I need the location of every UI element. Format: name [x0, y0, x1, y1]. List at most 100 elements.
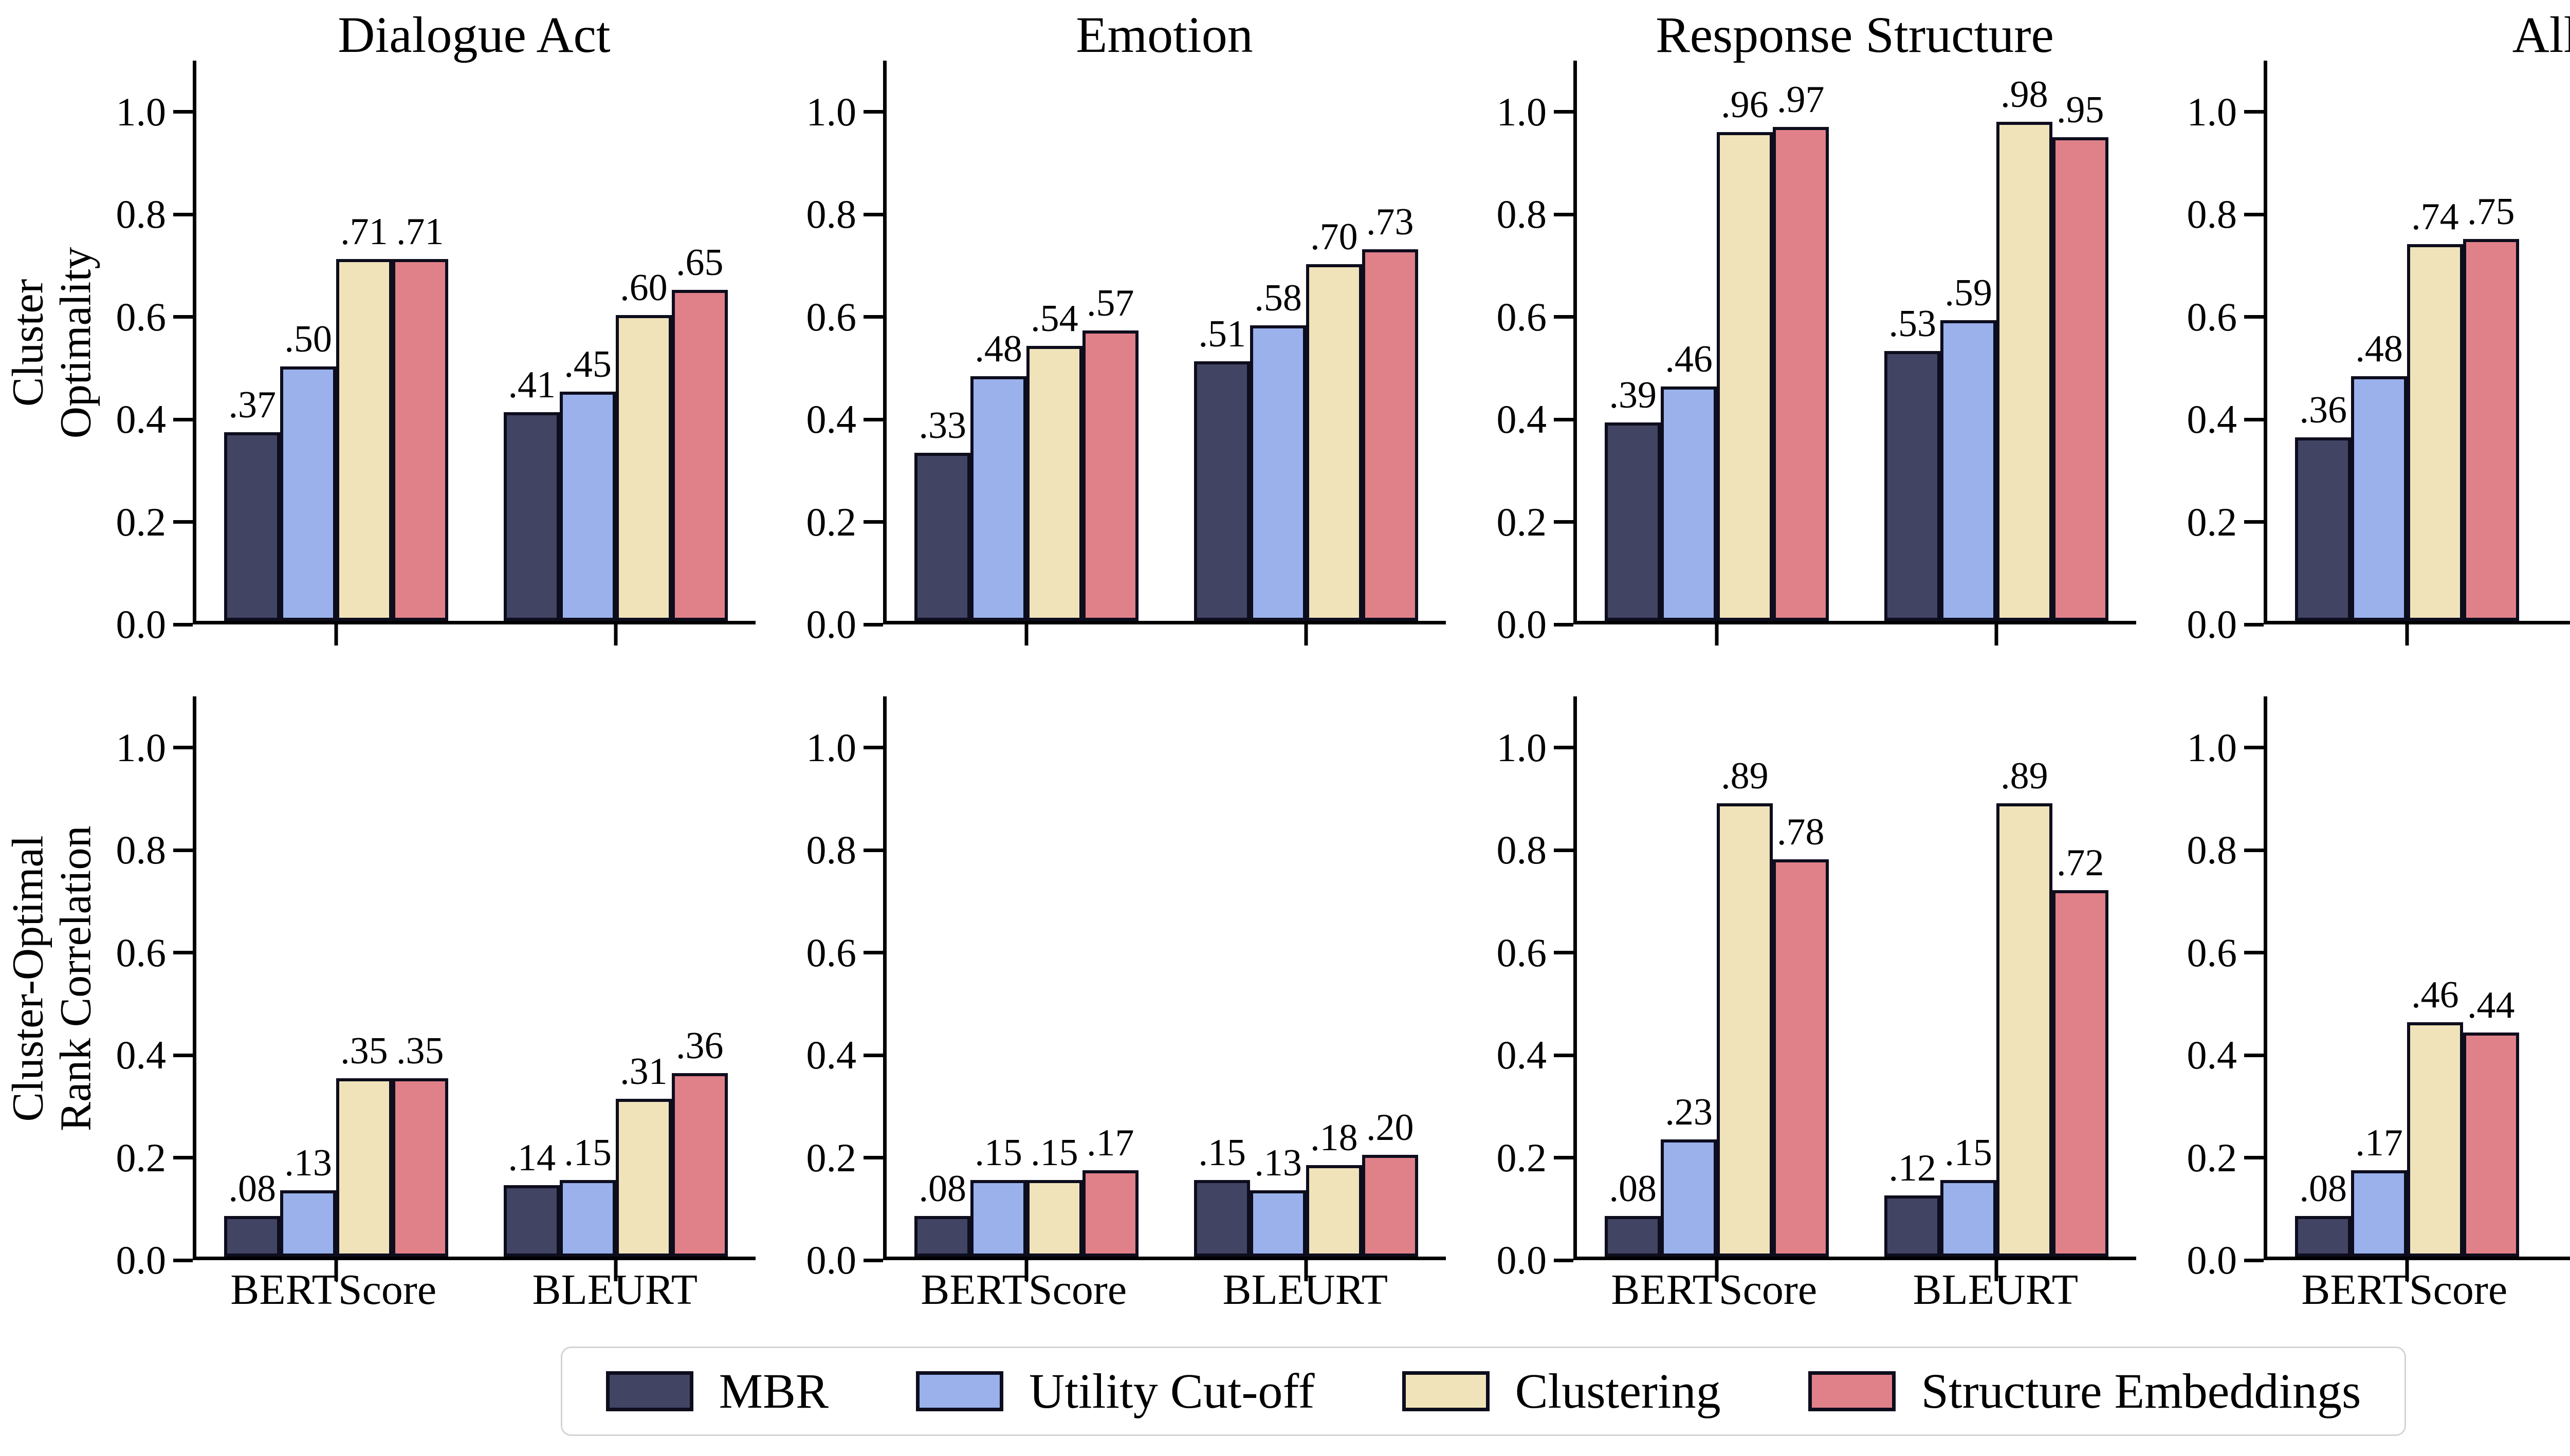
bar-value-label: .98 [2000, 73, 2048, 116]
y-tick-mark [864, 622, 883, 626]
legend-item-mbr: MBR [605, 1366, 829, 1416]
y-tick-mark [1554, 110, 1573, 114]
y-tick-mark [864, 110, 883, 114]
y-axis-ticks: 0.0 0.2 0.4 0.6 0.8 1.0 [793, 61, 883, 644]
x-tick-label-bleurt: BLEURT [1222, 1266, 1388, 1314]
y-axis-label-line: Cluster-Optimal [3, 835, 52, 1122]
y-tick-mark [2244, 212, 2264, 216]
plot-area: .33.48.54.57 .51.58.70.73 [883, 61, 1446, 646]
y-axis-ticks: 0.0 0.2 0.4 0.6 0.8 1.0 [2174, 61, 2264, 644]
bar-value-label: .35 [396, 1030, 444, 1073]
axes: 0.0 0.2 0.4 0.6 0.8 1.0.08.15.15.17.15.13.18.… [793, 696, 1483, 1281]
bar-value-label: .74 [2411, 195, 2459, 238]
bar-utility-cut-off [970, 376, 1026, 621]
y-tick-label: 0.2 [116, 1135, 167, 1180]
x-tick [1994, 621, 1998, 646]
bar-value-label: .36 [2299, 389, 2347, 432]
bar-value-label: .33 [919, 404, 967, 447]
y-tick-mark [864, 951, 883, 955]
y-tick-label: 0.6 [2187, 294, 2237, 339]
y-tick-label: 0.8 [116, 827, 167, 873]
subplot-response-structure-row0: Response Structure 0.0 0.2 0.4 0.6 0.8 1.0 .39.… [1483, 0, 2174, 646]
y-tick-mark [1554, 951, 1573, 955]
bar-utility-cut-off [1940, 1180, 1996, 1257]
y-tick-label: 0.2 [116, 499, 167, 544]
bar-value-label: .08 [228, 1167, 277, 1210]
y-tick: 1.0 [2187, 727, 2264, 768]
bar-clustering [1306, 1165, 1362, 1257]
bar-value-label: .20 [1366, 1106, 1414, 1149]
y-tick-label: 0.6 [1496, 930, 1547, 975]
bar-mbr [914, 1215, 971, 1257]
x-tick [2405, 621, 2409, 646]
y-tick-mark [864, 212, 883, 216]
bar-value-label: .78 [1776, 811, 1825, 854]
bar-clustering [1306, 264, 1362, 621]
y-tick-mark [2244, 1258, 2264, 1262]
bar-mbr [1605, 1215, 1661, 1257]
bar-mbr [1884, 1195, 1941, 1257]
y-axis-label-line: Cluster [3, 279, 52, 407]
bar-value-label: .71 [340, 211, 388, 253]
y-tick-mark [2244, 848, 2264, 852]
subplot-title: Emotion [1076, 6, 1253, 63]
bar-value-label: .36 [675, 1025, 724, 1067]
y-tick: 0.2 [2187, 502, 2264, 542]
x-tick [2405, 1257, 2409, 1281]
row-label-wrap-cluster-optimality: Cluster Optimality [0, 0, 103, 624]
plot-row-bottom: 0.0 0.2 0.4 0.6 0.8 1.0.08.13.35.35.14.15.31.… [103, 696, 2570, 1326]
y-tick: 0.2 [116, 502, 193, 542]
plots-area: Dialogue Act 0.0 0.2 0.4 0.6 0.8 1.0 .37.50 .71.… [103, 0, 2570, 1456]
bar-clustering [336, 1078, 392, 1257]
y-tick-label: 0.6 [116, 930, 167, 975]
y-tick: 0.4 [1496, 397, 1573, 442]
y-tick: 1.0 [1497, 727, 1573, 768]
bar-value-label: .57 [1086, 282, 1134, 325]
y-tick-label: 1.0 [806, 725, 857, 770]
bar-clustering [1717, 132, 1773, 621]
y-tick-mark [2244, 417, 2264, 421]
y-tick-label: 0.0 [2187, 1238, 2237, 1282]
bar-value-label: .23 [1665, 1091, 1713, 1134]
bar-structure-embeddings [671, 289, 728, 621]
legend-swatch-utility-cut-off [916, 1371, 1004, 1411]
y-tick: 0.8 [1497, 830, 1573, 870]
y-tick-label: 0.4 [116, 397, 167, 442]
y-tick-label: 0.0 [806, 1238, 857, 1282]
y-tick: 0.4 [806, 1035, 883, 1075]
plot-area: .08.23.89.78.12.15.89.72 [1573, 696, 2136, 1281]
x-tick-label-bertscore: BERTScore [2301, 1266, 2508, 1314]
y-tick: 1.0 [116, 91, 193, 132]
x-tick [1024, 621, 1029, 646]
y-tick-label: 0.4 [2187, 1033, 2237, 1078]
y-tick-mark [173, 212, 193, 216]
y-tick-label: 0.0 [1496, 602, 1547, 647]
x-axis-labels: BERTScore BLEURT [193, 1260, 756, 1326]
plot-area: .37.50 .71.71 .41.45.60.65 [193, 61, 756, 646]
bar-utility-cut-off [280, 1190, 336, 1257]
bar-utility-cut-off [2351, 376, 2407, 621]
y-tick: 0.6 [2187, 297, 2264, 337]
legend-row: MBR Utility Cut-off Clustering Structure Em… [103, 1326, 2570, 1456]
bar-value-label: .48 [975, 328, 1022, 371]
bar-structure-embeddings [1772, 859, 1829, 1257]
axes: 0.00.20.40.60.81.0.36.48.74.75.48.54.76.… [2174, 61, 2570, 646]
y-tick-label: 0.4 [806, 397, 857, 442]
y-tick-label: 0.6 [1496, 294, 1547, 339]
y-tick-label: 0.4 [1496, 397, 1547, 442]
y-tick-label: 0.6 [2187, 930, 2237, 975]
subplot-emotion-row1: 0.0 0.2 0.4 0.6 0.8 1.0.08.15.15.17.15.13.18.… [793, 696, 1483, 1326]
bar-structure-embeddings [1082, 330, 1139, 621]
y-tick-mark [173, 951, 193, 955]
bar-value-label: .65 [675, 241, 724, 284]
y-tick-mark [864, 1156, 883, 1160]
y-tick: 0.6 [2187, 930, 2264, 975]
bar-structure-embeddings [1082, 1170, 1139, 1257]
bar-value-label: .60 [620, 267, 668, 309]
y-tick-label: 0.6 [806, 294, 857, 339]
y-tick: 0.4 [1497, 1035, 1573, 1075]
y-tick-label: 0.0 [806, 602, 857, 647]
y-tick-mark [2244, 110, 2264, 114]
bar-utility-cut-off [1250, 1190, 1306, 1257]
bar-utility-cut-off [1940, 320, 1996, 621]
